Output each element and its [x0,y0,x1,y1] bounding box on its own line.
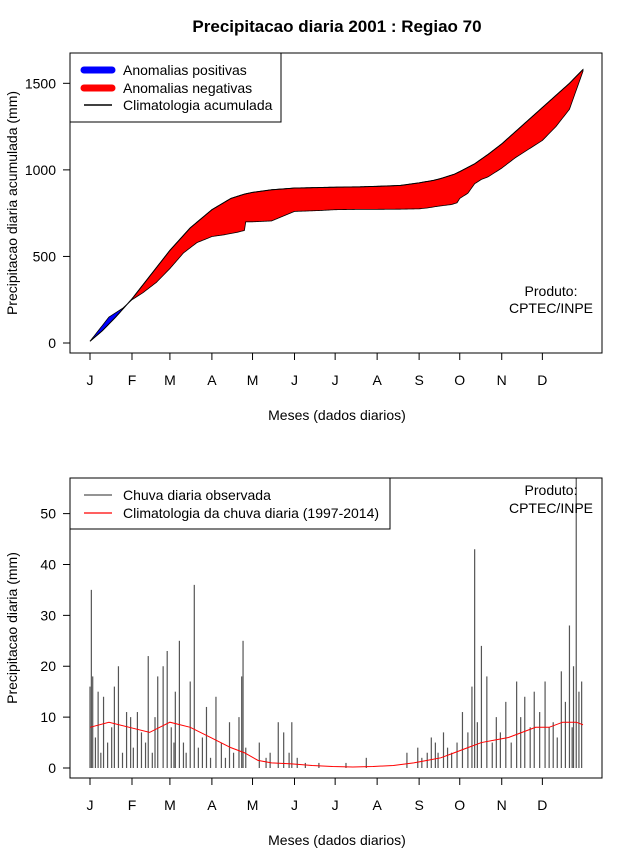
x-tick-label: J [332,372,339,388]
y-tick-label: 1500 [25,75,56,91]
x-tick-label: A [207,797,217,813]
y-tick-label: 0 [48,335,56,351]
daily-y-label: Precipitacao diaria (mm) [4,552,20,704]
legend-label-climatology: Climatologia acumulada [123,97,273,113]
x-tick-label: O [454,797,465,813]
x-tick-label: J [291,797,298,813]
page-title: Precipitacao diaria 2001 : Regiao 70 [192,17,481,36]
daily-x-label: Meses (dados diarios) [268,832,406,848]
y-tick-label: 1000 [25,162,56,178]
x-tick-label: J [87,797,94,813]
legend-label-climatology-daily: Climatologia da chuva diaria (1997-2014) [123,505,379,521]
x-tick-label: J [291,372,298,388]
y-tick-label: 40 [40,556,56,572]
cumulative-annotation-line2: CPTEC/INPE [509,300,593,316]
x-tick-label: S [414,797,423,813]
daily-annotation-line1: Produto: [525,482,578,498]
cumulative-y-label: Precipitacao diaria acumulada (mm) [4,91,20,315]
x-tick-label: N [497,372,507,388]
x-tick-label: D [537,372,547,388]
y-tick-label: 30 [40,607,56,623]
x-tick-label: A [207,372,217,388]
legend-label-positive: Anomalias positivas [123,62,247,78]
y-tick-label: 50 [40,506,56,522]
cumulative-chart: 0 500 1000 1500 J F M A M J J A S O N D Meses (dados di… [4,52,603,423]
cumulative-plot-area [89,68,584,342]
legend-label-observed: Chuva diaria observada [123,487,271,503]
climatology-daily-line [89,721,584,768]
legend-label-negative: Anomalias negativas [123,80,252,96]
x-tick-label: M [164,797,176,813]
daily-legend-box [69,477,391,530]
daily-chart: 0 10 20 30 40 50 J F M A M J J A S O N D Meses (dados dia… [4,477,603,848]
y-tick-label: 0 [48,760,56,776]
climatology-line [89,69,584,342]
y-tick-label: 20 [40,658,56,674]
x-tick-label: J [87,372,94,388]
x-tick-label: J [332,797,339,813]
daily-plot-area [89,478,584,768]
x-tick-label: A [372,797,382,813]
x-tick-label: N [497,797,507,813]
cumulative-x-label: Meses (dados diarios) [268,407,406,423]
x-tick-label: A [372,372,382,388]
x-tick-label: F [128,372,137,388]
daily-annotation-line2: CPTEC/INPE [509,500,593,516]
cumulative-legend: Anomalias positivas Anomalias negativas … [69,52,282,123]
daily-axes: 0 10 20 30 40 50 J F M A M J J A S O N D [40,506,547,813]
x-tick-label: S [414,372,423,388]
y-tick-label: 500 [33,248,57,264]
x-tick-label: M [247,797,259,813]
daily-legend: Chuva diaria observada Climatologia da c… [69,477,391,530]
y-tick-label: 10 [40,709,56,725]
x-tick-label: M [247,372,259,388]
x-tick-label: F [128,797,137,813]
cumulative-axes: 0 500 1000 1500 J F M A M J J A S O N D [25,75,548,388]
x-tick-label: D [537,797,547,813]
cumulative-annotation-line1: Produto: [525,283,578,299]
x-tick-label: O [454,372,465,388]
x-tick-label: M [164,372,176,388]
